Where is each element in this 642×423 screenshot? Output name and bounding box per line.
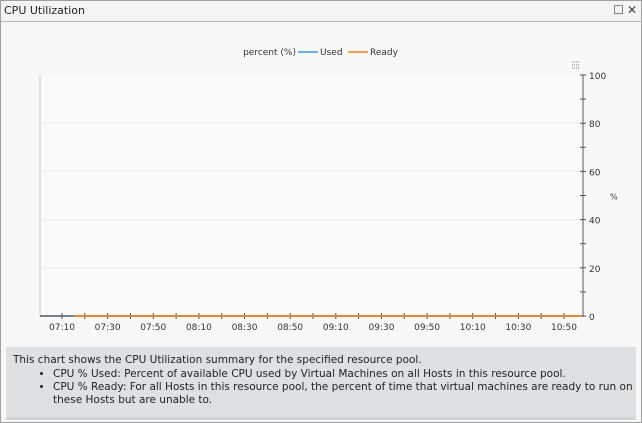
chart-description: This chart shows the CPU Utilization sum… [6,347,636,420]
description-summary: This chart shows the CPU Utilization sum… [13,354,422,366]
plot-area [40,75,583,316]
legend-label-used: Used [320,48,343,58]
y-tick-label: 60 [589,168,601,178]
description-item-used: CPU % Used: Percent of available CPU use… [53,368,636,381]
y-tick-label: 80 [589,120,601,130]
maximize-icon[interactable]: ☐ [613,3,624,17]
x-tick-label: 09:50 [414,323,440,333]
chart-options-icon[interactable] [572,61,580,69]
y-tick-label: 0 [589,313,595,323]
x-tick-label: 07:50 [140,323,166,333]
x-tick-label: 10:10 [460,323,486,333]
legend-title: percent (%) [243,48,296,58]
panel-title: CPU Utilization [4,4,85,17]
y-tick-label: 40 [589,217,601,227]
close-icon[interactable]: ✕ [626,3,637,17]
title-bar: CPU Utilization ☐ ✕ [1,1,641,22]
cpu-chart: 0 20 40 60 80 100% 07:10 07:30 07:50 08:10 08:30 08… [39,48,618,333]
x-tick-label: 08:50 [277,323,303,333]
x-tick-label: 08:10 [186,323,212,333]
x-tick-label: 10:30 [505,323,531,333]
description-item-ready: CPU % Ready: For all Hosts in this resou… [53,381,636,407]
x-tick-label: 07:10 [49,323,75,333]
x-tick-label: 09:30 [368,323,394,333]
x-tick-label: 09:10 [323,323,349,333]
legend-label-ready: Ready [370,48,399,58]
x-tick-label: 08:30 [232,323,258,333]
y-axis-label: % [610,193,618,202]
y-tick-label: 20 [589,265,601,275]
x-tick-label: 07:30 [95,323,121,333]
y-tick-label: 100 [589,72,606,82]
x-tick-label: 10:50 [551,323,577,333]
